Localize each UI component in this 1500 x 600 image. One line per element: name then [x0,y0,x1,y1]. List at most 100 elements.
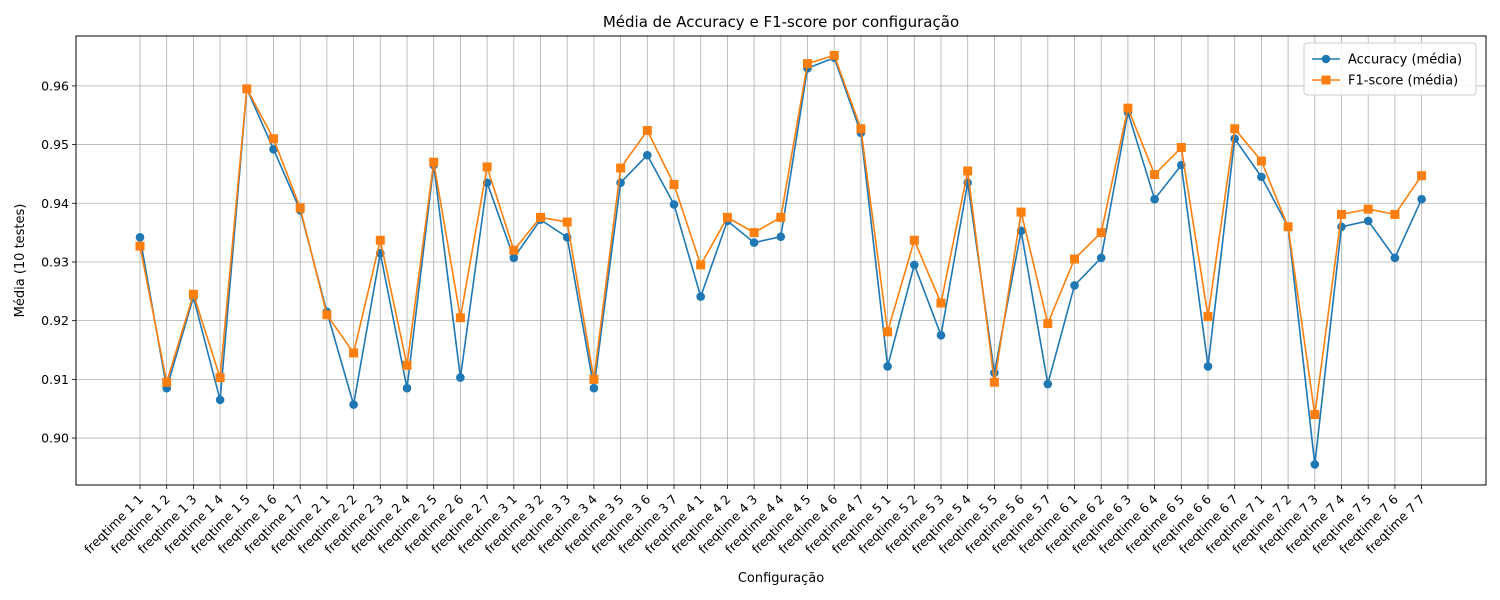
data-point [883,362,892,371]
data-point [776,232,786,242]
series-2 [135,50,1427,420]
data-point [749,228,759,238]
data-point [1390,209,1400,219]
data-point [696,260,706,270]
grid [76,36,1486,485]
y-tick-label: 0.93 [41,254,69,269]
data-point [509,245,519,255]
y-tick-label: 0.90 [41,431,69,446]
data-point [162,377,172,387]
data-point [1203,362,1213,371]
data-point [1363,216,1373,226]
data-point [1257,172,1266,182]
legend-label: Accuracy (média) [1348,53,1462,68]
data-point [936,298,946,308]
data-point [1096,253,1106,263]
data-point [749,238,759,247]
data-point [429,157,439,167]
data-point [589,374,599,384]
data-point [1150,170,1160,180]
data-point [1043,319,1053,329]
data-point [135,233,145,242]
data-point [643,150,652,160]
data-point [482,162,492,172]
data-point [883,327,893,337]
data-point [696,292,705,301]
data-point [1417,171,1427,181]
data-point [1310,410,1320,420]
data-point [776,212,786,222]
x-axis-title: Configuração [738,571,824,586]
data-point [1390,253,1400,263]
data-point [1417,194,1426,204]
data-point [1283,222,1293,232]
data-point [1096,228,1106,238]
data-point [1363,204,1373,214]
data-point [829,50,839,60]
data-point [722,212,732,222]
data-point [1256,156,1266,166]
data-point [669,200,679,209]
data-point [269,144,278,154]
y-axis-title: Média (10 testes) [13,204,28,318]
data-point [509,253,519,263]
data-point [963,166,973,176]
data-point [936,331,946,340]
data-point [215,395,225,405]
data-point [402,383,412,393]
data-point [1203,312,1213,322]
y-tick-label: 0.95 [41,137,69,152]
data-point [322,310,332,320]
data-point [536,212,545,222]
data-point [295,203,305,213]
data-point [909,235,919,245]
data-point [990,368,999,378]
data-point [1337,222,1346,232]
legend: Accuracy (média) F1-score (média) [1303,42,1477,96]
y-tick-label: 0.94 [41,196,69,211]
data-point [562,217,572,227]
legend-box [1303,42,1477,96]
data-point [856,124,866,134]
data-point [642,125,652,135]
data-point [1123,103,1133,113]
data-point [1070,281,1079,290]
chart-title: Média de Accuracy e F1-score por configu… [603,13,959,31]
data-point [349,400,358,409]
data-point [1310,460,1320,469]
data-point [349,348,359,358]
data-point [1016,207,1026,217]
data-point [669,179,679,189]
data-point [269,134,278,144]
data-point [1150,194,1159,204]
data-point [1176,143,1186,153]
data-point [1070,254,1079,264]
y-tick-label: 0.91 [41,372,69,387]
legend-marker [1321,54,1331,64]
data-point [215,373,225,383]
data-point [188,289,198,299]
data-point [456,373,465,382]
y-tick-label: 0.96 [41,78,69,93]
y-tick-label: 0.92 [41,313,69,328]
data-point [1337,209,1346,219]
series-layer [135,50,1427,469]
data-point [910,260,919,270]
data-point [375,235,385,245]
data-point [402,360,412,370]
legend-label: F1-score (média) [1348,74,1458,89]
data-point [616,163,626,173]
data-point [1230,124,1240,134]
data-point [989,377,999,387]
data-point [455,313,465,323]
data-point [803,59,812,69]
data-point [1230,134,1239,144]
legend-marker [1321,75,1331,85]
data-point [1043,379,1053,389]
data-point [589,383,599,393]
data-point [242,84,252,94]
data-point [135,241,145,251]
